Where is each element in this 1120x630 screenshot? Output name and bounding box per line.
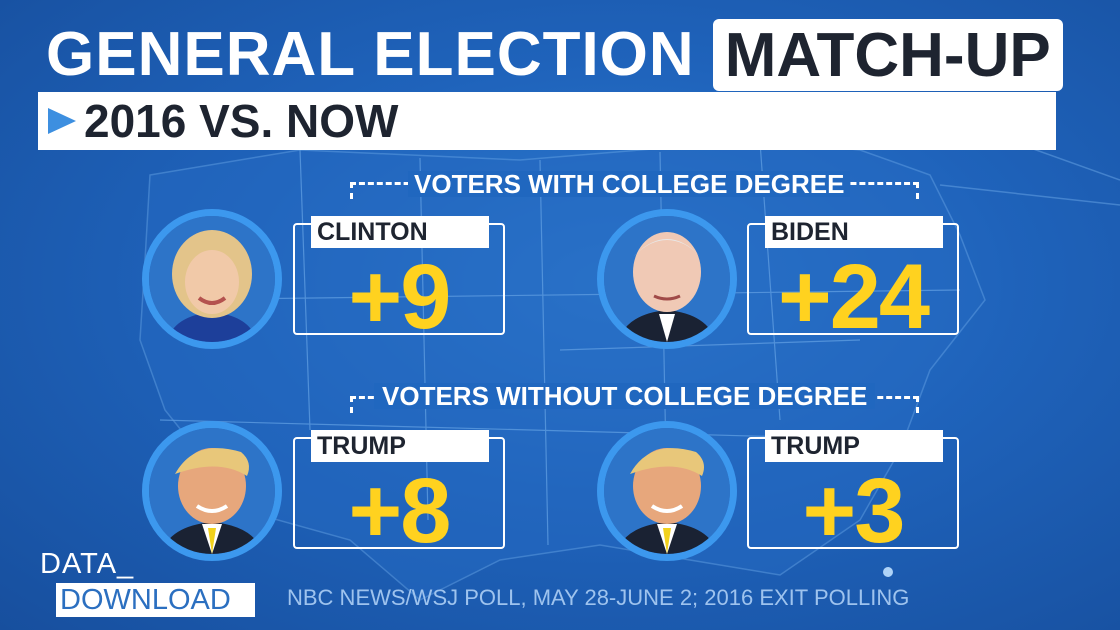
avatar-trump-now bbox=[597, 421, 737, 561]
subtitle-text: 2016 VS. NOW bbox=[84, 95, 399, 147]
section-label-no-college: VOTERS WITHOUT COLLEGE DEGREE bbox=[374, 383, 876, 409]
margin-value: +3 bbox=[802, 460, 906, 562]
candidate-name: BIDEN bbox=[765, 216, 943, 248]
result-card-trump-2016: TRUMP +8 bbox=[293, 430, 505, 557]
triangle-arrow-icon bbox=[48, 108, 76, 134]
candidate-name: TRUMP bbox=[765, 430, 943, 462]
brand-logo: DATA_ DOWNLOAD bbox=[40, 550, 255, 617]
title-line: GENERAL ELECTION MATCH-UP bbox=[46, 18, 1063, 92]
section-label-college: VOTERS WITH COLLEGE DEGREE bbox=[408, 171, 851, 197]
brand-bottom: DOWNLOAD bbox=[56, 583, 255, 617]
avatar-trump-2016 bbox=[142, 421, 282, 561]
title-highlight: MATCH-UP bbox=[712, 19, 1063, 91]
margin-value: +8 bbox=[348, 460, 452, 562]
margin-value: +24 bbox=[777, 246, 930, 348]
result-card-biden: BIDEN +24 bbox=[747, 216, 959, 343]
brand-top: DATA_ bbox=[40, 548, 135, 580]
candidate-name: TRUMP bbox=[311, 430, 489, 462]
candidate-name: CLINTON bbox=[311, 216, 489, 248]
avatar-biden bbox=[597, 209, 737, 349]
result-card-trump-now: TRUMP +3 bbox=[747, 430, 959, 557]
margin-value: +9 bbox=[348, 246, 452, 348]
source-note: NBC NEWS/WSJ POLL, MAY 28-JUNE 2; 2016 E… bbox=[287, 585, 910, 610]
subtitle-bar: 2016 VS. NOW bbox=[38, 92, 1056, 150]
title-main: GENERAL ELECTION bbox=[46, 20, 695, 89]
result-card-clinton: CLINTON +9 bbox=[293, 216, 505, 343]
avatar-clinton bbox=[142, 209, 282, 349]
